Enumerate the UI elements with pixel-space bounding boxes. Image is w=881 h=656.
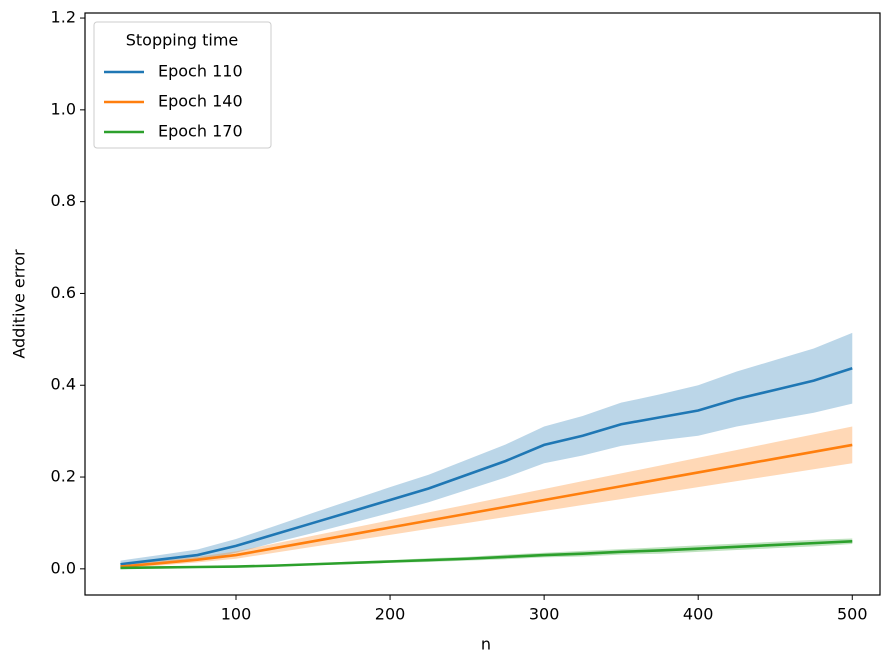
y-axis-label: Additive error — [10, 249, 29, 359]
y-tick-label: 0.4 — [51, 375, 76, 394]
series-line — [120, 443, 853, 568]
y-tick-label: 1.0 — [51, 99, 76, 118]
x-axis-label: n — [481, 635, 491, 654]
x-tick-label: 300 — [529, 605, 560, 624]
legend: Stopping time Epoch 110 Epoch 140 Epoch 170 — [93, 21, 272, 149]
y-tick-label: 0.8 — [51, 191, 76, 210]
x-tick-label: 100 — [221, 605, 252, 624]
x-tick-label: 500 — [837, 605, 868, 624]
legend-label: Epoch 110 — [158, 62, 243, 81]
plot-frame — [84, 12, 881, 596]
legend-label: Epoch 170 — [158, 122, 243, 141]
y-tick-label: 1.2 — [51, 8, 76, 27]
series-line — [120, 539, 853, 570]
legend-label: Epoch 140 — [158, 92, 243, 111]
x-tick-label: 400 — [683, 605, 714, 624]
series-line — [120, 367, 853, 566]
x-tick-label: 200 — [375, 605, 406, 624]
legend-box — [93, 21, 272, 149]
y-tick-label: 0.6 — [51, 283, 76, 302]
y-tick-label: 0.2 — [51, 467, 76, 486]
y-tick-label: 0.0 — [51, 558, 76, 577]
legend-title: Stopping time — [126, 31, 239, 50]
